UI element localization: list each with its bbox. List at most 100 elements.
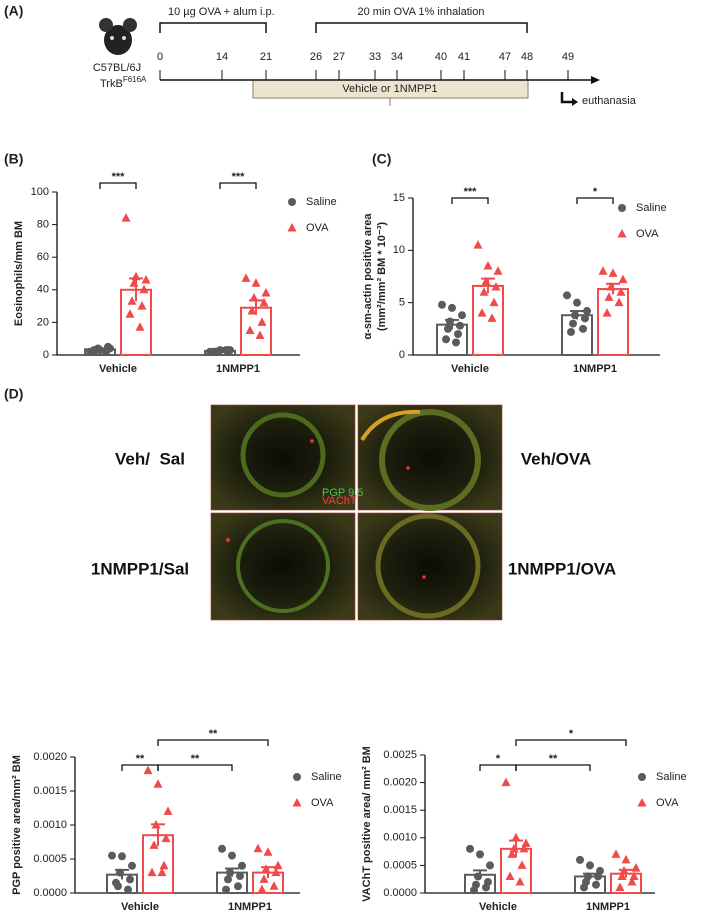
data-point — [452, 338, 460, 347]
data-point — [608, 268, 618, 277]
data-point — [161, 833, 171, 843]
data-point — [487, 313, 497, 322]
data-point — [615, 882, 625, 891]
significance-bracket — [576, 197, 614, 204]
data-point — [456, 321, 464, 330]
y-tick-label: 10 — [393, 244, 405, 256]
data-point — [222, 885, 230, 894]
allele: F616A — [123, 75, 147, 84]
euthanasia-label: euthanasia — [582, 95, 637, 107]
y-tick-label: 100 — [31, 186, 49, 198]
legend-label: OVA — [656, 797, 679, 809]
data-point — [473, 240, 483, 249]
y-tick-label: 0.0020 — [383, 777, 417, 789]
error-bar — [93, 347, 107, 351]
y-tick-label: 0.0000 — [383, 887, 417, 899]
data-point — [224, 875, 232, 884]
y-tick-label: 0.0005 — [33, 853, 67, 865]
bracket — [159, 22, 267, 33]
data-point — [137, 301, 147, 310]
day-label: 26 — [310, 51, 322, 63]
data-point — [210, 347, 218, 356]
data-point — [486, 861, 494, 870]
data-point — [125, 309, 135, 318]
data-point — [127, 296, 137, 305]
x-tick-label: 1NMPP1 — [216, 363, 260, 375]
data-point — [228, 851, 236, 860]
data-point — [218, 844, 226, 853]
error-bar — [213, 349, 227, 352]
data-point — [617, 871, 627, 880]
x-tick-label: 1NMPP1 — [228, 901, 272, 913]
data-point — [470, 886, 478, 895]
data-point — [271, 867, 281, 877]
panel-label: (A) — [4, 3, 23, 19]
error-bar — [129, 277, 143, 302]
y-tick-label: 0 — [399, 349, 405, 361]
data-point — [576, 855, 584, 864]
y-tick-label: 0.0010 — [383, 832, 417, 844]
significance-label: ** — [549, 753, 558, 765]
x-tick-label: 1NMPP1 — [586, 901, 630, 913]
significance-label: *** — [112, 171, 126, 183]
significance-bracket — [479, 764, 517, 771]
y-axis-label: VAChT positive area/ mm² BM — [361, 746, 373, 902]
x-tick-label: Vehicle — [121, 901, 159, 913]
x-tick-label: Vehicle — [479, 901, 517, 913]
day-label: 0 — [157, 51, 163, 63]
data-point — [579, 324, 587, 333]
data-point — [491, 281, 501, 291]
y-tick-label: 0 — [43, 349, 49, 361]
data-point — [126, 875, 134, 884]
day-label: 21 — [260, 51, 272, 63]
data-point — [519, 843, 529, 853]
data-point — [573, 298, 581, 307]
day-label: 27 — [333, 51, 345, 63]
x-tick-label: 1NMPP1 — [573, 363, 617, 375]
error-bar — [473, 869, 487, 880]
data-point — [253, 843, 263, 853]
y-tick-label: 0.0010 — [33, 819, 67, 831]
data-point — [507, 849, 517, 858]
data-point — [569, 319, 577, 328]
data-point — [614, 297, 624, 307]
genotype: TrkBF616A — [100, 75, 147, 90]
data-point — [124, 885, 132, 894]
data-point — [255, 330, 265, 339]
y-axis-label: (mm²/mm² BM * 10⁻³) — [376, 222, 388, 331]
day-label: 40 — [435, 51, 447, 63]
day-label: 34 — [391, 51, 403, 63]
y-tick-label: 0.0020 — [33, 751, 67, 763]
significance-label: * — [569, 728, 574, 740]
y-tick-label: 0.0015 — [383, 804, 417, 816]
data-point — [263, 847, 273, 856]
legend-marker — [637, 798, 647, 807]
error-bar — [481, 277, 495, 294]
legend-marker — [638, 773, 646, 781]
data-point — [257, 884, 267, 894]
legend-marker — [292, 798, 302, 807]
image-label: Veh/OVA — [521, 449, 592, 468]
significance-bracket — [451, 197, 489, 204]
error-bar — [445, 318, 459, 330]
data-point — [259, 874, 269, 883]
data-point — [604, 292, 614, 301]
error-bar — [115, 868, 129, 880]
y-tick-label: 15 — [393, 192, 405, 204]
legend-label: OVA — [311, 797, 334, 809]
day-label: 33 — [369, 51, 381, 63]
significance-bracket — [157, 739, 269, 746]
y-axis-label: α-sm-actin positive area — [362, 213, 374, 340]
gene: TrkB — [100, 78, 123, 90]
y-tick-label: 0.0000 — [33, 887, 67, 899]
data-point — [567, 327, 575, 336]
data-point — [90, 346, 98, 355]
y-tick-label: 0.0015 — [33, 785, 67, 797]
error-bar — [570, 310, 584, 320]
significance-label: * — [593, 186, 598, 198]
data-point — [139, 284, 149, 294]
data-point — [251, 278, 261, 287]
data-point — [153, 779, 163, 788]
significance-label: ** — [209, 728, 218, 740]
significance-label: ** — [136, 753, 145, 765]
